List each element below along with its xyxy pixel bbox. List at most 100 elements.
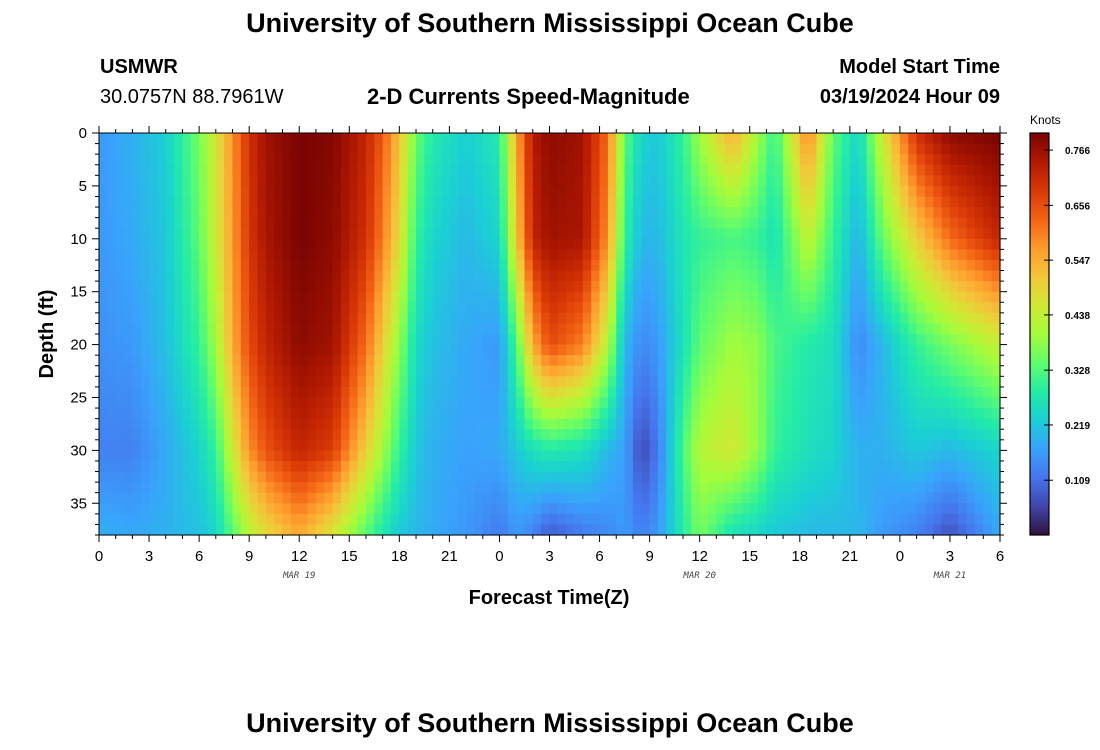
heatmap-cell xyxy=(215,164,225,176)
heatmap-cell xyxy=(866,418,876,430)
heatmap-cell xyxy=(849,259,859,272)
heatmap-cell xyxy=(849,270,859,282)
heatmap-cell xyxy=(524,471,534,483)
heatmap-cell xyxy=(491,217,501,229)
heatmap-cell xyxy=(182,259,192,272)
heatmap-cell xyxy=(874,397,884,409)
heatmap-cell xyxy=(766,503,776,515)
heatmap-cell xyxy=(974,249,984,261)
heatmap-cell xyxy=(799,196,809,208)
heatmap-cell xyxy=(157,408,167,420)
heatmap-cell xyxy=(507,175,517,187)
heatmap-cell xyxy=(649,471,659,483)
heatmap-cell xyxy=(557,217,567,229)
heatmap-cell xyxy=(399,482,409,494)
heatmap-cell xyxy=(441,259,450,272)
heatmap-cell xyxy=(499,492,509,504)
heatmap-cell xyxy=(157,302,167,314)
heatmap-cell xyxy=(591,228,601,240)
heatmap-cell xyxy=(924,217,934,229)
heatmap-cell xyxy=(941,386,951,399)
heatmap-cell xyxy=(382,291,392,303)
heatmap-cell xyxy=(424,386,434,399)
heatmap-cell xyxy=(257,450,267,462)
heatmap-cell xyxy=(349,492,359,504)
heatmap-cell xyxy=(324,482,334,494)
heatmap-cell xyxy=(783,355,793,367)
heatmap-cell xyxy=(891,386,901,399)
heatmap-cell xyxy=(799,397,809,409)
heatmap-cell xyxy=(716,492,726,504)
heatmap-cell xyxy=(182,460,192,473)
heatmap-cell xyxy=(224,175,234,187)
heatmap-cell xyxy=(808,376,818,388)
heatmap-cell xyxy=(741,217,751,229)
heatmap-cell xyxy=(424,185,434,198)
heatmap-cell xyxy=(724,365,734,377)
heatmap-cell xyxy=(924,259,934,272)
heatmap-cell xyxy=(983,334,993,346)
heatmap-cell xyxy=(457,460,467,473)
heatmap-cell xyxy=(708,270,717,282)
heatmap-cell xyxy=(941,154,951,166)
heatmap-cell xyxy=(390,408,400,420)
heatmap-cell xyxy=(449,482,459,494)
heatmap-cell xyxy=(165,376,175,388)
heatmap-cell xyxy=(799,386,809,399)
heatmap-cell xyxy=(357,429,367,441)
heatmap-cell xyxy=(616,323,626,335)
heatmap-cell xyxy=(432,291,442,303)
heatmap-cell xyxy=(958,270,968,282)
heatmap-cell xyxy=(124,386,133,399)
heatmap-cell xyxy=(657,386,667,399)
heatmap-cell xyxy=(416,450,425,462)
heatmap-cell xyxy=(891,408,901,420)
heatmap-cell xyxy=(157,228,167,240)
heatmap-cell xyxy=(349,439,359,451)
heatmap-cell xyxy=(124,513,133,526)
heatmap-cell xyxy=(140,312,150,325)
heatmap-cell xyxy=(332,270,342,282)
heatmap-cell xyxy=(182,133,192,145)
heatmap-cell xyxy=(891,249,901,261)
heatmap-cell xyxy=(708,503,717,515)
heatmap-cell xyxy=(257,397,267,409)
heatmap-cell xyxy=(641,334,651,346)
heatmap-cell xyxy=(115,429,125,441)
heatmap-cell xyxy=(557,175,567,187)
heatmap-cell xyxy=(908,154,918,166)
heatmap-cell xyxy=(758,238,767,250)
heatmap-cell xyxy=(891,175,901,187)
heatmap-cell xyxy=(916,365,926,377)
heatmap-cell xyxy=(107,503,117,515)
heatmap-cell xyxy=(524,439,534,451)
heatmap-cell xyxy=(699,492,709,504)
heatmap-cell xyxy=(974,524,984,536)
heatmap-cell xyxy=(382,355,392,367)
heatmap-cell xyxy=(616,524,626,536)
heatmap-cell xyxy=(824,386,834,399)
heatmap-cell xyxy=(582,344,592,356)
heatmap-cell xyxy=(607,376,617,388)
heatmap-cell xyxy=(891,492,901,504)
heatmap-cell xyxy=(99,460,108,473)
heatmap-cell xyxy=(532,524,542,536)
y-tick-label: 35 xyxy=(70,495,87,512)
heatmap-cell xyxy=(674,471,684,483)
heatmap-cell xyxy=(107,133,117,145)
heatmap-cell xyxy=(833,334,843,346)
heatmap-cell xyxy=(574,249,584,261)
heatmap-cell xyxy=(424,344,434,356)
heatmap-cell xyxy=(674,238,684,250)
heatmap-cell xyxy=(783,471,793,483)
heatmap-cell xyxy=(357,302,367,314)
heatmap-cell xyxy=(516,492,526,504)
heatmap-cell xyxy=(749,408,759,420)
heatmap-cell xyxy=(165,164,175,176)
heatmap-cell xyxy=(974,344,984,356)
heatmap-cell xyxy=(866,397,876,409)
heatmap-cell xyxy=(791,164,801,176)
heatmap-cell xyxy=(324,344,334,356)
heatmap-cell xyxy=(841,270,851,282)
heatmap-cell xyxy=(249,207,259,219)
